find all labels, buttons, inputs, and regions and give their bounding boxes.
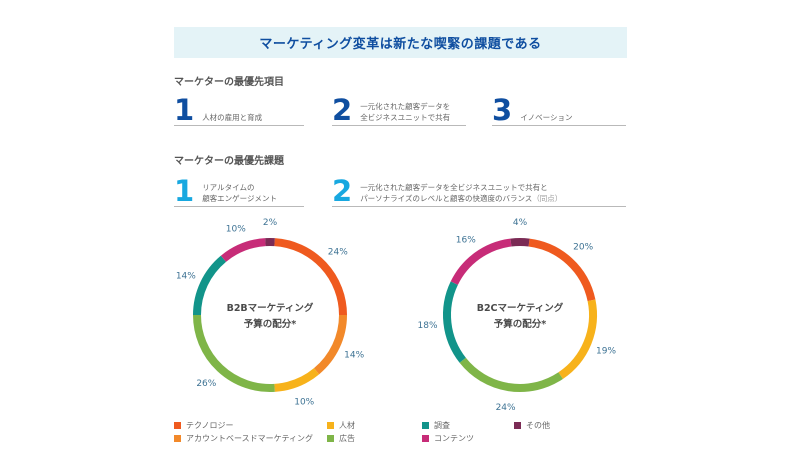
chart2-subtitle: 予算の配分* [494, 318, 547, 330]
page-title: マーケティング変革は新たな喫緊の課題である [259, 37, 542, 52]
chart2-label-other: 4% [513, 218, 528, 228]
chart2-label-technology: 20% [573, 243, 593, 253]
chart2-label-content: 16% [456, 235, 476, 245]
chart1-slice-ads [193, 314, 275, 392]
chart1-label-account_based: 14% [344, 351, 364, 361]
legend-item-technology: テクノロジー [174, 420, 234, 431]
chart2-label-talent: 19% [596, 346, 616, 356]
challenge-number-1: 1 [174, 174, 195, 208]
chart2-label-research: 18% [418, 321, 438, 331]
priority-label-2b: 全ビジネスユニットで共有 [360, 113, 451, 122]
title-banner: マーケティング変革は新たな喫緊の課題である [174, 27, 627, 58]
legend-item-research: 調査 [422, 420, 450, 431]
legend-swatch-ads [327, 435, 334, 442]
challenge-item-2: 2 一元化された顧客データを全ビジネスユニットで共有と パーソナライズのレベルと… [332, 176, 626, 207]
challenges-heading: マーケターの最優先課題 [174, 156, 284, 167]
legend-item-ads: 広告 [327, 433, 355, 444]
chart2-title: B2Cマーケティング [477, 302, 564, 314]
chart1-label-technology: 24% [328, 247, 348, 257]
legend-item-account_based: アカウントベースドマーケティング [174, 433, 313, 444]
challenge-label-1b: 顧客エンゲージメント [202, 194, 278, 203]
legend-item-talent: 人材 [327, 420, 355, 431]
chart1-label-content: 10% [226, 225, 246, 235]
chart1-label-other: 2% [263, 218, 278, 228]
priority-item-1: 1 人材の雇用と育成 [174, 95, 304, 126]
priority-item-3: 3 イノベーション [492, 95, 626, 126]
chart1-slice-content [220, 238, 266, 262]
challenge-label-1a: リアルタイムの [202, 183, 255, 192]
legend-swatch-content [422, 435, 429, 442]
chart2-slice-other [510, 238, 530, 247]
priority-label-2a: 一元化された顧客データを [360, 102, 451, 111]
chart1-subtitle: 予算の配分* [244, 318, 297, 330]
legend-label-ads: 広告 [339, 434, 355, 443]
legend-swatch-talent [327, 422, 334, 429]
chart1-label-ads: 26% [196, 379, 216, 389]
chart1-slice-talent [274, 368, 320, 392]
chart1-slice-account_based [313, 314, 347, 375]
legend-item-other: その他 [514, 420, 550, 431]
priority-label-1: 人材の雇用と育成 [202, 113, 263, 122]
priority-number-3: 3 [492, 93, 513, 127]
challenge-number-2: 2 [332, 174, 353, 208]
priority-label-3: イノベーション [520, 113, 573, 122]
challenge-label-2b: パーソナライズのレベルと顧客の快適度のバランス [360, 194, 533, 203]
priority-item-2: 2 一元化された顧客データを 全ビジネスユニットで共有 [332, 95, 466, 126]
legend-label-other: その他 [526, 421, 550, 430]
legend-swatch-other [514, 422, 521, 429]
legend-label-talent: 人材 [339, 421, 355, 430]
legend-label-account_based: アカウントベースドマーケティング [186, 434, 313, 443]
chart2-slice-research [443, 281, 466, 363]
chart2-slice-ads [459, 357, 563, 392]
legend-item-content: コンテンツ [422, 433, 474, 444]
legend-swatch-technology [174, 422, 181, 429]
priority-number-1: 1 [174, 93, 195, 127]
challenge-note: （同点） [532, 194, 563, 203]
priorities-heading: マーケターの最優先項目 [174, 77, 284, 88]
chart1-slice-research [193, 255, 227, 316]
challenge-item-1: 1 リアルタイムの 顧客エンゲージメント [174, 176, 304, 207]
legend-label-technology: テクノロジー [186, 421, 234, 430]
chart1-label-talent: 10% [294, 397, 314, 407]
chart1-label-research: 14% [176, 271, 196, 281]
priority-number-2: 2 [332, 93, 353, 127]
chart2-slice-talent [558, 299, 597, 379]
chart2-slice-technology [528, 238, 596, 302]
chart1-title: B2Bマーケティング [227, 302, 314, 314]
legend-label-research: 調査 [434, 421, 450, 430]
challenge-label-2a: 一元化された顧客データを全ビジネスユニットで共有と [360, 183, 548, 192]
chart2-slice-content [450, 238, 512, 286]
chart1-slice-technology [274, 238, 347, 316]
legend-label-content: コンテンツ [434, 434, 474, 443]
legend-swatch-research [422, 422, 429, 429]
chart2-label-ads: 24% [496, 403, 516, 413]
legend-swatch-account_based [174, 435, 181, 442]
